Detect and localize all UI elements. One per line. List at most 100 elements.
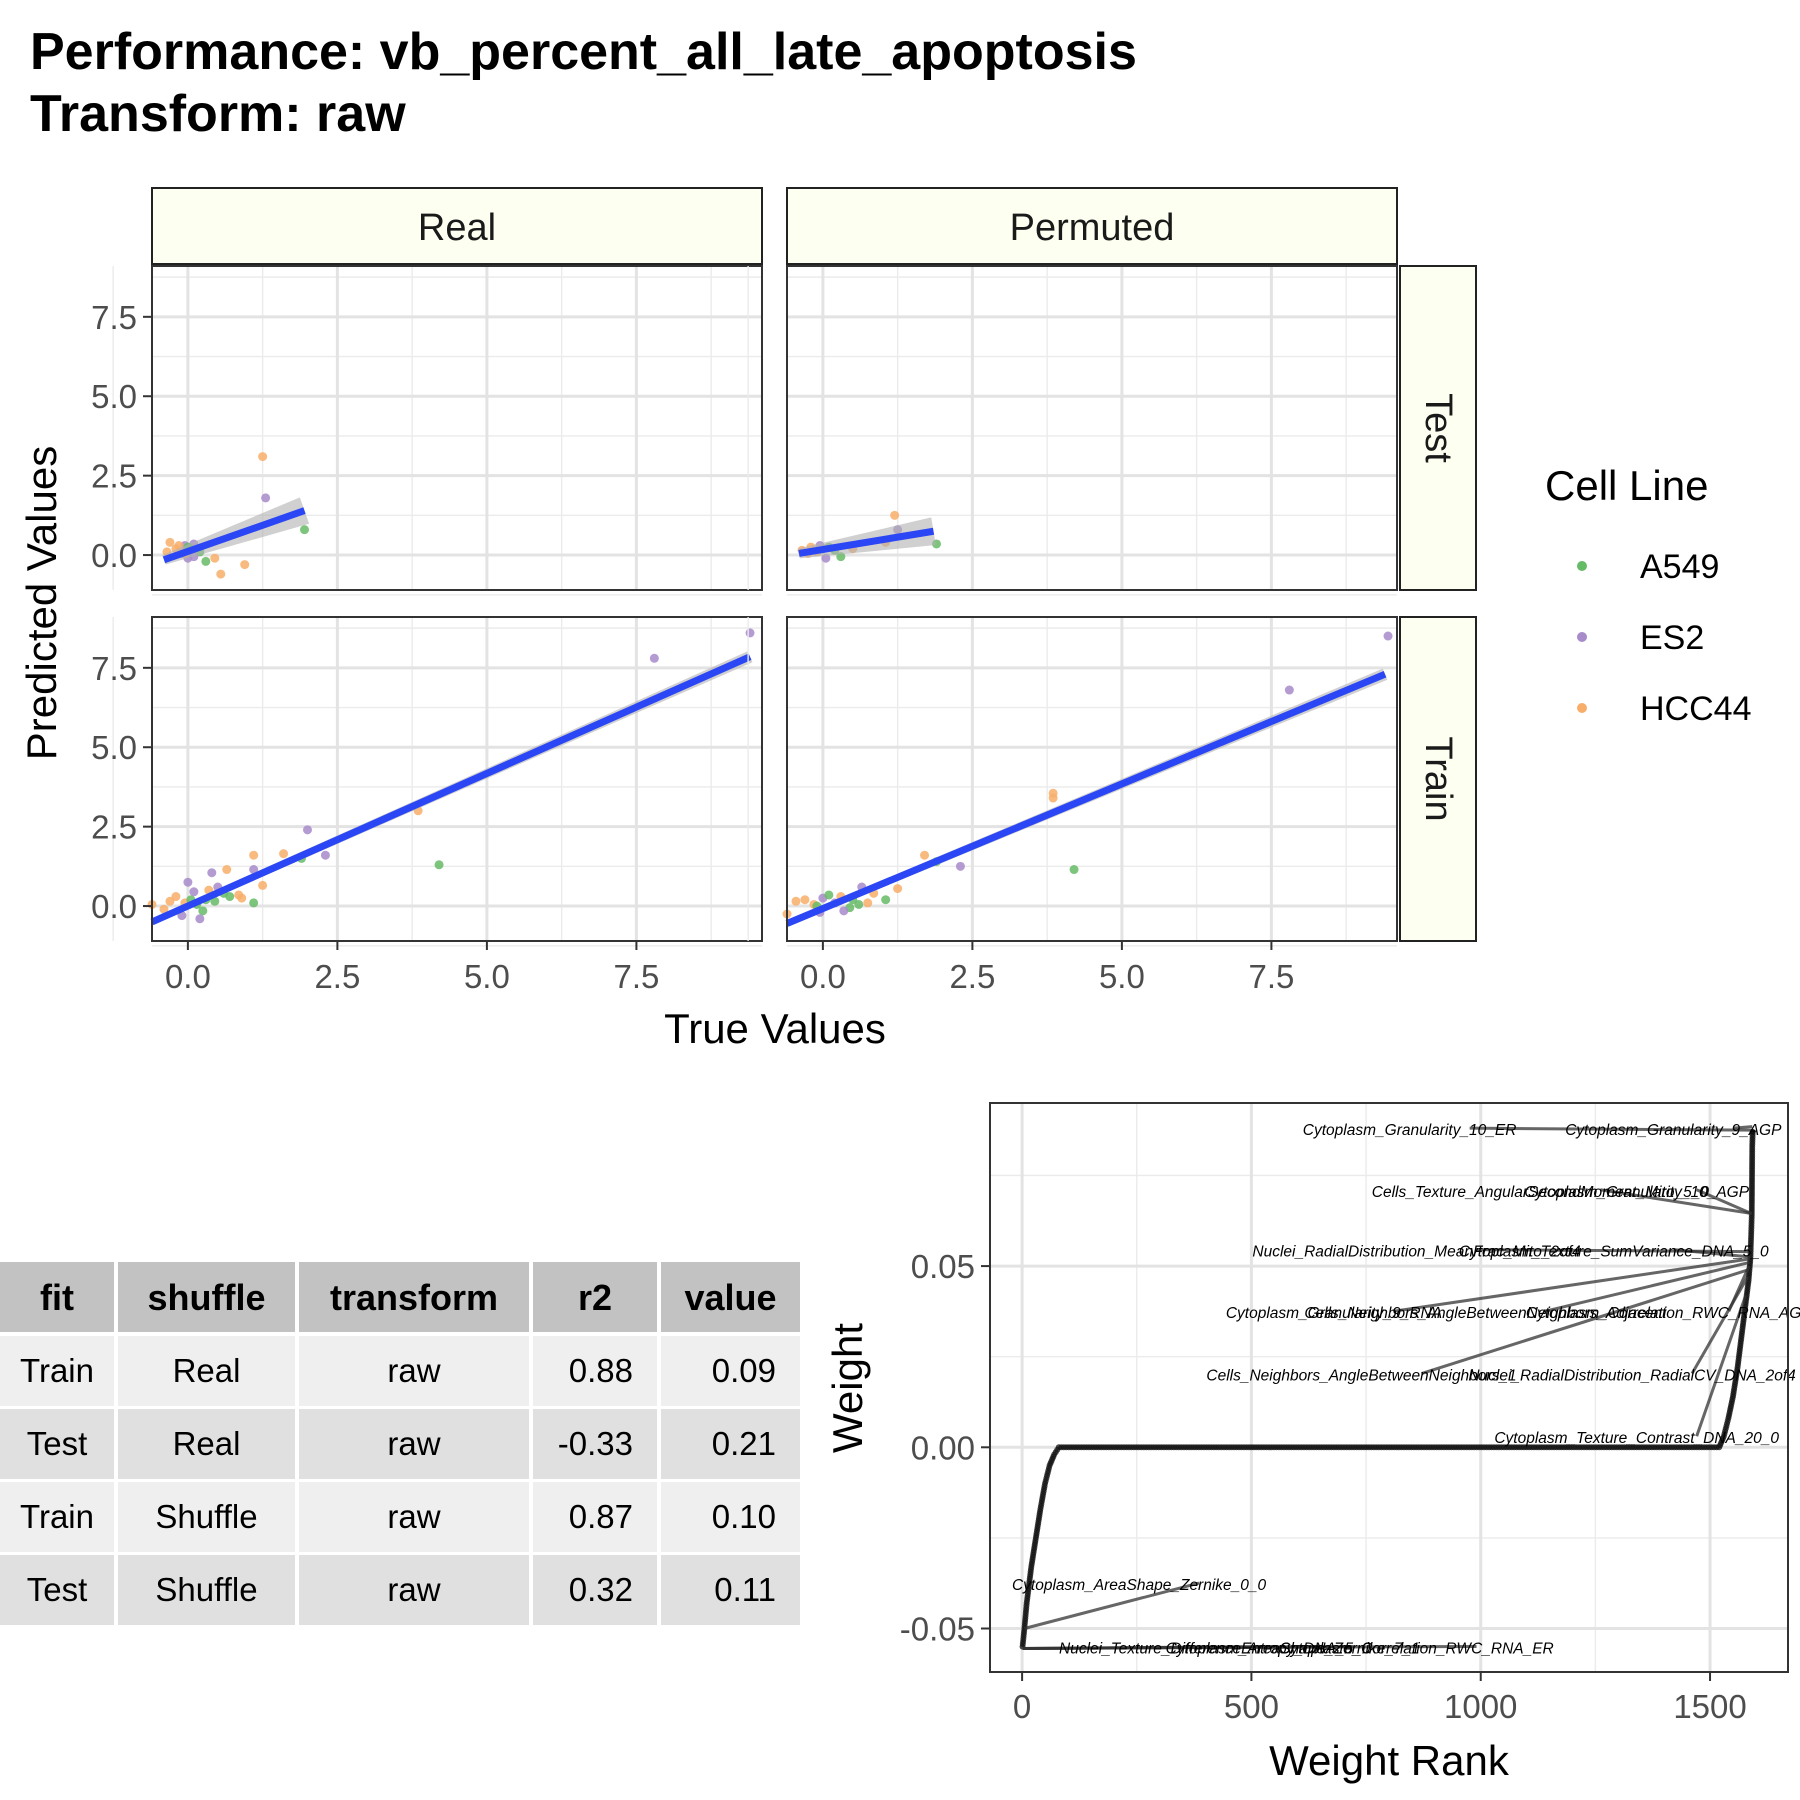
feature-label: Nuclei_RadialDistribution_RadialCV_DNA_2…	[1468, 1368, 1796, 1385]
x-tick-label: 2.5	[949, 958, 995, 995]
table-cell	[0, 1555, 114, 1625]
table-cell-value: 0.09	[712, 1352, 776, 1389]
data-point-es2	[189, 887, 199, 897]
table-cell-fit: Train	[20, 1352, 94, 1389]
panel-real-test	[112, 265, 763, 596]
panel-real-train	[112, 616, 763, 947]
data-point-es2	[839, 906, 849, 916]
table-header-transform: transform	[330, 1277, 498, 1318]
label-connector	[1600, 1188, 1753, 1216]
data-point-hcc44	[159, 904, 169, 914]
facet-strip-train	[1399, 616, 1477, 942]
label-connector	[1393, 1257, 1751, 1313]
metrics-table: fit shuffle transform r2 value Train Real raw 0.…	[0, 1262, 800, 1625]
data-point-hcc44	[863, 898, 873, 908]
data-point-a549	[201, 556, 211, 566]
table-cell-fit: Train	[20, 1498, 94, 1535]
y-tick-label: 2.5	[91, 809, 137, 846]
regression-line	[798, 527, 935, 557]
data-point-a549	[225, 892, 235, 902]
data-point-hcc44	[165, 537, 175, 547]
table-cell	[533, 1482, 657, 1552]
data-point-a549	[881, 895, 891, 905]
facet-strip-real	[151, 187, 763, 265]
table-cell-transform: raw	[387, 1352, 440, 1389]
table-cell	[118, 1336, 295, 1406]
table-cell	[0, 1482, 114, 1552]
y-tick-label: 0.05	[911, 1248, 975, 1285]
feature-label: Cytoplasm_Texture_Contrast_DNA_20_0	[1494, 1430, 1779, 1447]
data-point-hcc44	[216, 569, 226, 579]
data-point-hcc44	[237, 893, 247, 903]
table-cell-shuffle: Shuffle	[155, 1498, 257, 1535]
table-cell-value: 0.10	[712, 1498, 776, 1535]
table-cell	[533, 1409, 657, 1479]
label-connector	[1024, 1581, 1200, 1630]
data-point-hcc44	[258, 880, 268, 890]
feature-label: Cells_Neighbors_AngleBetweenNeighbors_Ad…	[1304, 1305, 1667, 1322]
panel-border	[989, 1102, 1789, 1673]
table-cell-r2: -0.33	[558, 1425, 633, 1462]
label-connector	[1469, 1126, 1753, 1132]
legend-title: Cell Line	[1545, 462, 1708, 509]
x-tick-label: 7.5	[1248, 958, 1294, 995]
table-header-shuffle: shuffle	[147, 1277, 265, 1318]
data-point-hcc44	[920, 850, 930, 860]
legend: Cell Line A549 ES2 HCC44	[1545, 462, 1751, 728]
label-connector	[1421, 1268, 1750, 1375]
feature-label: Cytoplasm_Granularity_10_AGP	[1524, 1184, 1750, 1201]
table-header-cell	[533, 1262, 657, 1332]
table-cell	[0, 1409, 114, 1479]
table-cell-transform: raw	[387, 1498, 440, 1535]
y-tick-label: 7.5	[91, 299, 137, 336]
table-cell-transform: raw	[387, 1425, 440, 1462]
table-cell	[118, 1482, 295, 1552]
table-cell-shuffle: Shuffle	[155, 1571, 257, 1608]
table-cell	[533, 1555, 657, 1625]
x-tick-label: 2.5	[314, 958, 360, 995]
data-point-hcc44	[893, 884, 903, 894]
regression-line	[150, 653, 752, 926]
table-cell	[299, 1555, 529, 1625]
label-connector	[1695, 1294, 1748, 1437]
data-point-es2	[649, 653, 659, 663]
data-point-a549	[824, 890, 834, 900]
x-tick-label: 5.0	[464, 958, 510, 995]
panel-permuted-train	[747, 616, 1398, 947]
data-point-a549	[1069, 865, 1079, 875]
x-tick-label: 1500	[1673, 1688, 1746, 1725]
data-point-hcc44	[222, 865, 232, 875]
panel-border	[786, 265, 1398, 591]
panel-permuted-test	[747, 265, 1398, 596]
x-tick-label: 1000	[1444, 1688, 1517, 1725]
legend-label-es2: ES2	[1640, 619, 1704, 657]
feature-label: Cytoplasm_Granularity_10_ER	[1303, 1122, 1517, 1139]
data-point-es2	[302, 825, 312, 835]
legend-key-a549	[1577, 561, 1587, 571]
facet-strip-test	[1399, 265, 1477, 591]
data-point-a549	[249, 898, 259, 908]
data-point-a549	[434, 860, 444, 870]
data-point-hcc44	[165, 896, 175, 906]
x-tick-label: 500	[1224, 1688, 1279, 1725]
table-header-cell	[118, 1262, 295, 1332]
table-header-value: value	[684, 1277, 776, 1318]
panel-border	[786, 616, 1398, 942]
y-tick-label: 5.0	[91, 729, 137, 766]
feature-label: Nuclei_RadialDistribution_MeanFrac_Mito_…	[1252, 1244, 1581, 1261]
data-point-hcc44	[279, 849, 289, 859]
table-cell-fit: Test	[27, 1571, 88, 1608]
table-header-cell	[661, 1262, 800, 1332]
legend-label-a549: A549	[1640, 548, 1719, 586]
data-point-es2	[1284, 685, 1294, 695]
data-point-hcc44	[1048, 793, 1058, 803]
table-cell	[299, 1409, 529, 1479]
facet-label-real: Real	[418, 207, 496, 249]
y-tick-label: 2.5	[91, 458, 137, 495]
data-point-es2	[207, 868, 217, 878]
facet-strip-permuted	[786, 187, 1398, 265]
data-point-hcc44	[890, 510, 900, 520]
table-cell-value: 0.11	[714, 1571, 776, 1608]
y-tick-label: 7.5	[91, 650, 137, 687]
